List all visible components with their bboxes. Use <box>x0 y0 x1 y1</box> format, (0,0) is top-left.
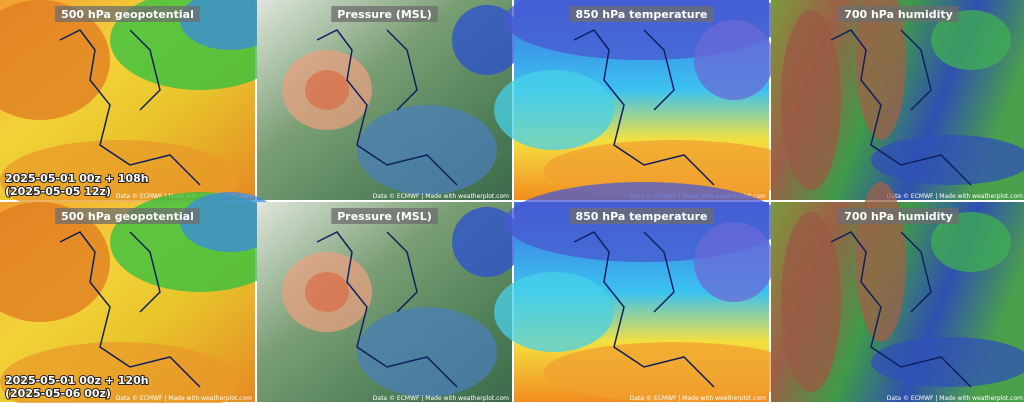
map-panel: 850 hPa temperature Data © ECMWF | Made w… <box>494 182 804 402</box>
map-field <box>544 342 804 402</box>
map-field <box>357 105 497 195</box>
panel-title: 850 hPa temperature <box>576 210 708 223</box>
valid-time: (2025-05-05 12z) <box>5 185 111 198</box>
credit: Data © ECMWF | Made with weatherplot.com <box>630 395 766 402</box>
map-field <box>871 135 1024 185</box>
map-field <box>0 0 110 120</box>
panel-title: 700 hPa humidity <box>844 8 953 21</box>
panel-title: 850 hPa temperature <box>576 8 708 21</box>
map-field <box>494 272 614 352</box>
credit: Data © ECMWF | Made with weatherplot.com <box>887 193 1023 200</box>
title-box <box>569 208 714 224</box>
panel-title: 500 hPa geopotential <box>61 210 194 223</box>
map-field <box>931 10 1011 70</box>
map-panel: 500 hPa geopotential Data © ECMWF | Made … <box>0 192 290 403</box>
panel-title: 500 hPa geopotential <box>61 8 194 21</box>
map-field <box>931 212 1011 272</box>
map-panel: Pressure (MSL) Data © ECMWF | Made with w… <box>257 0 522 200</box>
title-box <box>331 6 438 22</box>
map-field <box>781 212 841 392</box>
map-field <box>494 70 614 150</box>
coastline <box>573 231 715 388</box>
coastline <box>316 29 458 186</box>
coastline <box>59 231 201 388</box>
coastline <box>830 29 972 186</box>
credit: Data © ECMWF | Made with weatherplot.com <box>116 395 252 402</box>
map-field <box>0 342 240 403</box>
valid-time: (2025-05-06 00z) <box>5 387 111 400</box>
run-time: 2025-05-01 00z + 120h <box>5 374 149 387</box>
panel-title: Pressure (MSL) <box>337 210 432 223</box>
title-box <box>331 208 438 224</box>
map-field <box>694 222 774 302</box>
credit: Data © ECMWF | Made with weatherplot.com <box>887 395 1023 402</box>
credit: Data © ECMWF | Made with weatherplot.com <box>373 395 509 402</box>
coastline <box>573 29 715 186</box>
panel-title: 700 hPa humidity <box>844 210 953 223</box>
title-box <box>55 6 200 22</box>
map-field <box>0 202 110 322</box>
coastline <box>316 231 458 388</box>
map-field <box>180 192 280 252</box>
run-time: 2025-05-01 00z + 108h <box>5 172 149 185</box>
title-box <box>838 6 959 22</box>
map-field <box>781 10 841 190</box>
panel-title: Pressure (MSL) <box>337 8 432 21</box>
map-panel: 700 hPa humidity Data © ECMWF | Made with… <box>771 0 1024 200</box>
credit: Data © ECMWF | Made with weatherplot.com <box>373 193 509 200</box>
map-field <box>305 272 349 312</box>
map-field <box>694 20 774 100</box>
title-box <box>55 208 200 224</box>
map-field <box>856 0 906 140</box>
coastline <box>59 29 201 186</box>
title-box <box>838 208 959 224</box>
coastline <box>830 231 972 388</box>
map-field <box>357 307 497 397</box>
map-field <box>180 0 280 50</box>
map-field <box>856 182 906 342</box>
map-field <box>871 337 1024 387</box>
map-field <box>305 70 349 110</box>
title-box <box>569 6 714 22</box>
map-panel: 700 hPa humidity Data © ECMWF | Made with… <box>771 182 1024 402</box>
map-panel: Pressure (MSL) Data © ECMWF | Made with w… <box>257 202 522 402</box>
